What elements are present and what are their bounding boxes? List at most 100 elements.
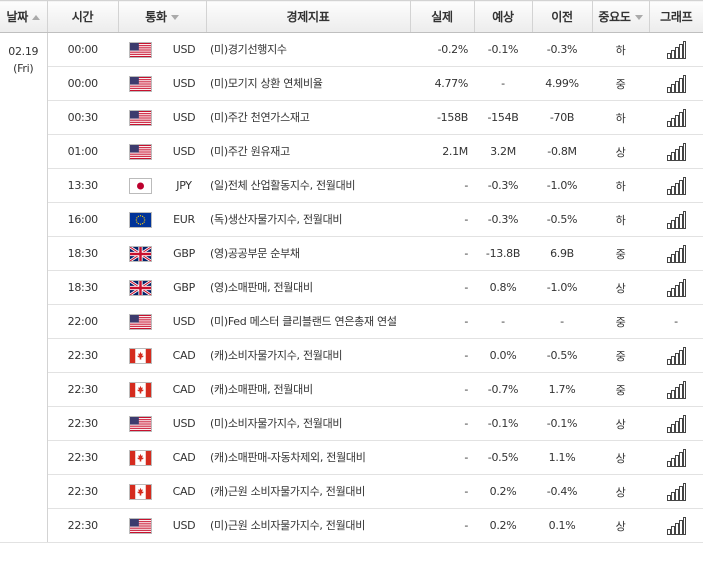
table-row[interactable]: 22:30 CAD (캐)소매판매, 전월대비 - -0.7% 1.7% 중 — [0, 372, 703, 407]
indicator-name[interactable]: (미)모기지 상환 연체비율 — [206, 66, 411, 101]
bar-chart-icon[interactable] — [665, 447, 687, 469]
bar-chart-icon[interactable] — [665, 379, 687, 401]
bar-chart-icon[interactable] — [665, 515, 687, 537]
bar-chart-icon[interactable] — [665, 413, 687, 435]
graph-cell[interactable] — [649, 202, 703, 237]
indicator-name[interactable]: (미)경기선행지수 — [206, 32, 411, 67]
bar-chart-icon[interactable] — [665, 141, 687, 163]
graph-cell[interactable] — [649, 66, 703, 101]
table-row[interactable]: 18:30 GBP (영)공공부문 순부채 - -13.8B 6.9B 중 — [0, 236, 703, 271]
us-flag-icon — [128, 109, 152, 126]
table-row[interactable]: 18:30 GBP (영)소매판매, 전월대비 -0.8% -1.0% 상 — [0, 270, 703, 305]
indicator-name[interactable]: (캐)소매판매-자동차제외, 전월대비 — [206, 440, 411, 475]
table-row[interactable]: 02.19 (Fri) 00:00 USD (미)경기선행지수 -0.2% -0.1% -0.… — [0, 32, 703, 543]
time-cell: 22:30 — [47, 474, 118, 509]
graph-cell[interactable] — [649, 440, 703, 475]
graph-cell[interactable] — [649, 32, 703, 67]
table-row[interactable]: 22:30 CAD (캐)소매판매-자동차제외, 전월대비 - -0.5% 1.1% 상 — [0, 440, 703, 475]
table-row[interactable]: 22:30 USD (미)소비자물가지수, 전월대비 - -0.1% -0.1% 상 — [0, 406, 703, 441]
indicator-name[interactable]: (일)전체 산업활동지수, 전월대비 — [206, 168, 411, 203]
bar-chart-icon[interactable] — [665, 107, 687, 129]
graph-cell[interactable] — [649, 372, 703, 407]
actual-value: - — [410, 304, 475, 339]
us-flag-icon — [128, 75, 152, 92]
graph-cell[interactable] — [649, 508, 703, 543]
table-row[interactable]: 01:00 USD (미)주간 원유재고 2.1M 3.2M -0.8M 상 — [0, 134, 703, 169]
table-row[interactable]: 16:00 EUR (독)생산자물가지수, 전월대비 - -0.3% -0.5% 하 — [0, 202, 703, 237]
indicator-name[interactable]: (미)주간 원유재고 — [206, 134, 411, 169]
table-row[interactable]: 22:30 USD (미)근원 소비자물가지수, 전월대비 -0.2% 0.1% 상 — [0, 508, 703, 543]
us-flag-icon — [128, 313, 152, 330]
flag-cell — [118, 32, 162, 67]
bar-chart-icon[interactable] — [665, 175, 687, 197]
ca-flag-icon — [128, 449, 152, 466]
forecast-value: -0.5% — [474, 440, 533, 475]
indicator-name[interactable]: (캐)근원 소비자물가지수, 전월대비 — [206, 474, 411, 509]
indicator-name[interactable]: (영)소매판매, 전월대비 — [206, 270, 411, 305]
graph-cell[interactable] — [649, 134, 703, 169]
bar-chart-icon[interactable] — [665, 345, 687, 367]
importance-value: 중 — [592, 338, 650, 373]
header-date[interactable]: 날짜 — [0, 0, 48, 33]
graph-cell[interactable] — [649, 236, 703, 271]
currency-cell: USD — [162, 406, 207, 441]
importance-value: 하 — [592, 100, 650, 135]
indicator-name[interactable]: (영)공공부문 순부채 — [206, 236, 411, 271]
bar-chart-icon[interactable] — [665, 209, 687, 231]
forecast-value: - — [474, 304, 533, 339]
indicator-name[interactable]: (미)Fed 메스터 클리블랜드 연은총재 연설 — [206, 304, 411, 339]
time-cell: 16:00 — [47, 202, 118, 237]
table-row[interactable]: 22:30 CAD (캐)근원 소비자물가지수, 전월대비 -0.2% -0.4% 상 — [0, 474, 703, 509]
bar-chart-icon[interactable] — [665, 39, 687, 61]
bar-chart-icon[interactable] — [665, 277, 687, 299]
graph-cell[interactable] — [649, 168, 703, 203]
flag-cell — [118, 202, 162, 237]
table-row[interactable]: 22:00 USD (미)Fed 메스터 클리블랜드 연은총재 연설 - - - 중 - — [0, 304, 703, 339]
graph-cell[interactable] — [649, 100, 703, 135]
actual-value: - — [410, 372, 475, 407]
header-currency[interactable]: 통화 — [118, 0, 207, 33]
graph-cell[interactable] — [649, 474, 703, 509]
indicator-name[interactable]: (캐)소비자물가지수, 전월대비 — [206, 338, 411, 373]
currency-cell: USD — [162, 134, 207, 169]
gb-flag-icon — [128, 245, 152, 262]
indicator-name[interactable]: (미)근원 소비자물가지수, 전월대비 — [206, 508, 411, 543]
currency-cell: CAD — [162, 440, 207, 475]
actual-value: -0.2% — [410, 32, 475, 67]
indicator-name[interactable]: (미)소비자물가지수, 전월대비 — [206, 406, 411, 441]
time-cell: 18:30 — [47, 270, 118, 305]
currency-cell: USD — [162, 66, 207, 101]
graph-cell[interactable] — [649, 406, 703, 441]
indicator-name[interactable]: (독)생산자물가지수, 전월대비 — [206, 202, 411, 237]
bar-chart-icon[interactable] — [665, 243, 687, 265]
previous-value: 1.1% — [532, 440, 593, 475]
time-cell: 22:30 — [47, 508, 118, 543]
previous-value: -0.3% — [532, 32, 593, 67]
ca-flag-icon — [128, 483, 152, 500]
bar-chart-icon[interactable] — [665, 481, 687, 503]
ca-flag-icon — [128, 347, 152, 364]
previous-value: 0.1% — [532, 508, 593, 543]
importance-value: 중 — [592, 372, 650, 407]
graph-cell[interactable] — [649, 270, 703, 305]
time-cell: 00:00 — [47, 32, 118, 67]
graph-cell[interactable] — [649, 338, 703, 373]
indicator-name[interactable]: (미)주간 천연가스재고 — [206, 100, 411, 135]
flag-cell — [118, 440, 162, 475]
jp-flag-icon — [128, 177, 152, 194]
table-row[interactable]: 00:00 USD (미)모기지 상환 연체비율 4.77% -4.99% 중 — [0, 66, 703, 101]
actual-value: - — [410, 440, 475, 475]
currency-cell: USD — [162, 100, 207, 135]
actual-value: - — [410, 202, 475, 237]
flag-cell — [118, 338, 162, 373]
table-row[interactable]: 00:30 USD (미)주간 천연가스재고 -158B -154B -70B 하 — [0, 100, 703, 135]
header-importance[interactable]: 중요도 — [592, 0, 650, 33]
forecast-value: - — [474, 66, 533, 101]
forecast-value: -0.3% — [474, 168, 533, 203]
bar-chart-icon[interactable] — [665, 73, 687, 95]
previous-value: -0.1% — [532, 406, 593, 441]
indicator-name[interactable]: (캐)소매판매, 전월대비 — [206, 372, 411, 407]
table-row[interactable]: 13:30 JPY (일)전체 산업활동지수, 전월대비 - -0.3% -1.0% 하 — [0, 168, 703, 203]
actual-value: - — [410, 338, 475, 373]
table-row[interactable]: 22:30 CAD (캐)소비자물가지수, 전월대비 -0.0% -0.5% 중 — [0, 338, 703, 373]
